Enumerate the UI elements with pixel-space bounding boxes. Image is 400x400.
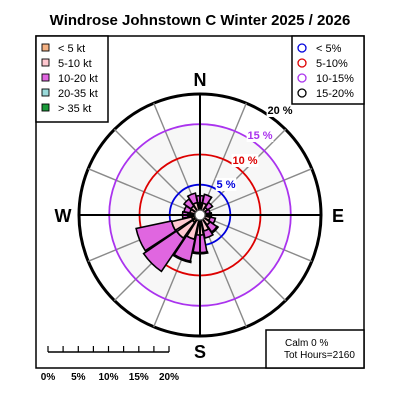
ring-legend: < 5% 5-10% 10-15% 15-20% xyxy=(291,35,365,105)
ring-labels: 5 % 10 % 15 % 20 % xyxy=(215,104,294,191)
speed-legend-label-1: 5-10 kt xyxy=(58,58,92,70)
ring-label-5: 5 % xyxy=(217,179,236,191)
ring-legend-box xyxy=(291,35,365,105)
west-label-bg xyxy=(51,205,75,227)
chart-title: Windrose Johnstown C Winter 2025 / 2026 xyxy=(50,12,351,29)
speed-legend-swatch-2 xyxy=(41,73,50,82)
scale-label-3: 15% xyxy=(129,372,149,383)
compass-east: E xyxy=(332,206,344,226)
ring-label-bg-5 xyxy=(215,178,237,191)
speed-legend-swatch-4 xyxy=(41,103,50,112)
east-label-bg xyxy=(327,205,349,227)
calm-text: Calm 0 % xyxy=(285,338,328,349)
calm-center-circle xyxy=(194,209,206,221)
percent-scale-bar: 0% 5% 10% 15% 20% xyxy=(41,346,179,383)
speed-legend-label-4: > 35 kt xyxy=(58,103,91,115)
speed-legend-label-3: 20-35 kt xyxy=(58,88,98,100)
total-hours-text: Tot Hours=2160 xyxy=(284,350,355,361)
ring-label-10: 10 % xyxy=(232,155,257,167)
compass-north: N xyxy=(194,70,207,90)
north-label-bg xyxy=(189,69,211,89)
scale-label-0: 0% xyxy=(41,372,56,383)
ring-label-bg-10 xyxy=(231,154,259,167)
scale-label-1: 5% xyxy=(71,372,86,383)
speed-legend-label-2: 10-20 kt xyxy=(58,73,98,85)
ring-legend-marker-1 xyxy=(297,58,307,68)
ring-legend-label-1: 5-10% xyxy=(316,58,348,70)
speed-legend-label-0: < 5 kt xyxy=(58,43,85,55)
speed-legend-swatch-0 xyxy=(41,43,50,52)
compass-west: W xyxy=(55,206,72,226)
ring-legend-label-0: < 5% xyxy=(316,43,342,55)
ring-label-20: 20 % xyxy=(267,105,292,117)
info-box: Calm 0 % Tot Hours=2160 xyxy=(265,329,365,369)
ring-legend-marker-0 xyxy=(297,43,307,53)
speed-legend-swatch-3 xyxy=(41,88,50,97)
scale-label-2: 10% xyxy=(98,372,118,383)
ring-label-bg-20 xyxy=(266,104,294,117)
scale-label-4: 20% xyxy=(159,372,179,383)
ring-label-15: 15 % xyxy=(247,130,272,142)
speed-legend: < 5 kt 5-10 kt 10-20 kt 20-35 kt > 35 kt xyxy=(35,35,109,123)
ring-legend-marker-3 xyxy=(297,88,307,98)
south-label-bg xyxy=(189,341,211,361)
speed-legend-swatch-1 xyxy=(41,58,50,67)
ring-label-bg-15 xyxy=(246,129,274,142)
compass-south: S xyxy=(194,342,206,362)
info-box-frame xyxy=(265,329,365,369)
ring-legend-label-3: 15-20% xyxy=(316,88,354,100)
ring-legend-marker-2 xyxy=(297,73,307,83)
ring-legend-label-2: 10-15% xyxy=(316,73,354,85)
